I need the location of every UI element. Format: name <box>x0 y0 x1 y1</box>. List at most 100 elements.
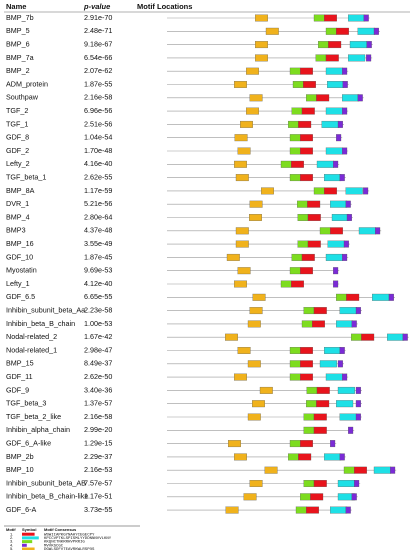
motif-box <box>297 200 308 208</box>
legend-label: 2. <box>10 535 13 540</box>
motif-box <box>301 253 315 261</box>
motif-box <box>321 120 339 128</box>
motif-box <box>316 94 330 102</box>
motif-box <box>288 120 299 128</box>
protein-name: BMP_6 <box>6 40 30 49</box>
motif-box <box>306 506 319 514</box>
motif-box <box>343 466 355 474</box>
p-value: 4.37e-48 <box>84 226 112 235</box>
motif-box <box>372 293 390 301</box>
p-value: 2.98e-47 <box>84 345 112 354</box>
motif-box <box>313 307 327 315</box>
motif-box <box>346 214 352 221</box>
motif-box <box>345 187 363 195</box>
motif-box <box>289 373 301 381</box>
motif-box <box>327 240 345 248</box>
motif-box <box>354 480 360 487</box>
motif-box <box>402 333 408 341</box>
motif-box <box>249 94 263 102</box>
motif-box <box>249 307 263 315</box>
protein-name: Inhibin_alpha_chain <box>6 425 70 434</box>
motif-box <box>339 413 357 421</box>
motif-box <box>339 347 345 354</box>
legend-header: Motif Consensus <box>44 527 77 532</box>
motif-box <box>324 453 342 461</box>
p-value: 2.29e-37 <box>84 452 112 461</box>
motif-box <box>303 413 315 421</box>
motif-box <box>345 506 351 514</box>
protein-name: ADM_protein <box>6 79 48 88</box>
motif-box <box>234 373 247 381</box>
motif-box <box>235 240 249 248</box>
motif-box <box>366 41 372 49</box>
motif-box <box>234 134 248 142</box>
motif-box <box>234 453 247 461</box>
motif-box <box>337 386 355 394</box>
protein-name: GDF_8 <box>6 133 29 142</box>
motif-box <box>324 347 342 354</box>
p-value: 2.62e-55 <box>84 173 112 182</box>
protein-name: Nodal-related_1 <box>6 345 57 354</box>
motif-box <box>259 386 273 394</box>
motif-box <box>292 81 304 88</box>
motif-box <box>348 54 366 62</box>
motif-box <box>300 493 311 501</box>
motif-box <box>375 227 381 235</box>
p-value: 1.29e-15 <box>84 439 112 448</box>
protein-name: TGF_beta_3 <box>6 399 46 408</box>
motif-box <box>234 160 247 168</box>
motif-box <box>226 253 240 261</box>
motif-box <box>228 440 241 448</box>
motif-box <box>355 400 361 408</box>
p-value: 1.70e-48 <box>84 146 112 155</box>
p-value: 2.16e-58 <box>84 412 112 421</box>
motif-box <box>252 293 266 301</box>
motif-box <box>336 293 347 301</box>
legend-consensus: MVVKSCGC <box>44 544 64 548</box>
motif-box <box>247 413 261 421</box>
motif-box <box>303 480 315 487</box>
motif-box <box>363 14 369 22</box>
motif-box <box>342 94 360 102</box>
motif-box <box>348 426 354 434</box>
protein-name: GDF_11 <box>6 372 33 381</box>
motif-box <box>337 360 343 368</box>
motif-box <box>318 41 329 49</box>
protein-name: GDF_2 <box>6 146 29 155</box>
protein-name: Inhibin_subunit_beta_Aa <box>6 306 85 315</box>
protein-name: GDF_10 <box>6 252 33 261</box>
p-value: 5.21e-56 <box>84 199 112 208</box>
protein-name: Inhibin_subunit_beta_AB <box>6 478 86 487</box>
motif-box <box>291 280 304 288</box>
motif-box <box>291 107 303 115</box>
motif-box <box>324 14 337 22</box>
p-value: 1.17e-51 <box>84 492 112 501</box>
protein-name: TGF_beta_1 <box>6 173 46 182</box>
motif-box <box>325 253 343 261</box>
motif-box <box>235 174 249 182</box>
motif-box <box>303 81 316 88</box>
motif-box <box>297 214 309 221</box>
motif-box <box>289 267 301 275</box>
motif-box <box>373 27 379 35</box>
protein-name: BMP_7a <box>6 53 34 62</box>
motif-box <box>339 453 345 461</box>
motif-box <box>342 253 348 261</box>
motif-box <box>342 373 348 381</box>
motif-box <box>325 107 343 115</box>
motif-box <box>355 386 361 394</box>
name-header: Name <box>6 2 26 11</box>
p-value: 6.96e-56 <box>84 106 112 115</box>
motif-box <box>289 347 301 354</box>
motif-box <box>351 493 357 501</box>
motif-box <box>336 400 354 408</box>
motif-box <box>289 440 301 448</box>
motif-box <box>235 227 249 235</box>
motif-box <box>249 480 263 487</box>
motif-box <box>306 400 317 408</box>
motif-box <box>312 320 325 328</box>
motif-box <box>325 67 343 75</box>
motif-box <box>316 400 330 408</box>
motif-box <box>300 67 313 75</box>
legend-label: 3. <box>10 539 13 544</box>
